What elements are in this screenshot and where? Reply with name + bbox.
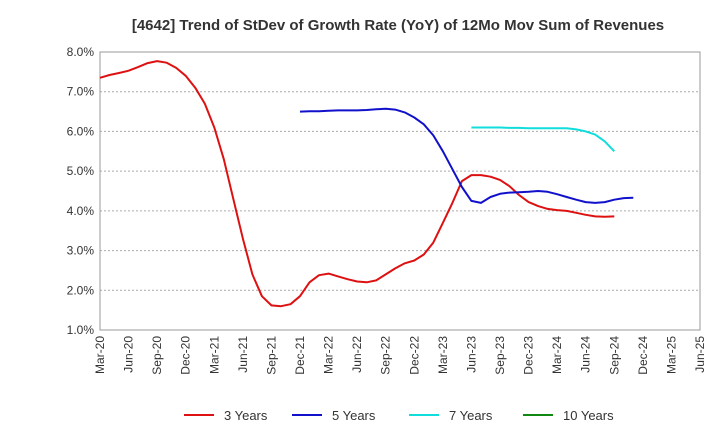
legend: 3 Years 5 Years 7 Years 10 Years [184, 408, 614, 423]
plot-area [99, 51, 701, 331]
legend-item-7-years: 7 Years [409, 408, 493, 423]
x-tick-label: Jun-21 [236, 336, 250, 373]
y-tick-label: 1.0% [67, 323, 95, 337]
x-tick-label: Dec-24 [636, 336, 650, 375]
series-line-5-years [299, 107, 634, 204]
series-line-7-years [471, 126, 616, 152]
x-tick-label: Sep-23 [493, 336, 507, 375]
legend-label: 7 Years [449, 408, 493, 423]
x-tick-label: Dec-21 [293, 336, 307, 375]
x-tick-label: Mar-25 [664, 336, 678, 374]
x-tick-label: Mar-23 [436, 336, 450, 374]
x-tick-label: Mar-22 [322, 336, 336, 374]
legend-label: 5 Years [332, 408, 376, 423]
x-tick-label: Mar-24 [550, 336, 564, 374]
chart-title: [4642] Trend of StDev of Growth Rate (Yo… [132, 17, 664, 34]
x-tick-label: Dec-20 [179, 336, 193, 375]
x-tick-label: Jun-24 [579, 336, 593, 373]
x-tick-label: Dec-22 [407, 336, 421, 375]
y-tick-label: 2.0% [67, 283, 95, 297]
legend-item-3-years: 3 Years [184, 408, 268, 423]
x-tick-label: Jun-22 [350, 336, 364, 373]
y-tick-label: 6.0% [67, 124, 95, 138]
series-line-3-years [99, 60, 615, 308]
y-axis: 1.0% 2.0% 3.0% 4.0% 5.0% 6.0% 7.0% 8.0% [67, 45, 95, 337]
x-tick-label: Mar-21 [207, 336, 221, 374]
y-tick-label: 4.0% [67, 204, 95, 218]
y-tick-label: 7.0% [67, 85, 95, 99]
grid-lines [100, 91, 700, 291]
x-tick-label: Sep-22 [379, 336, 393, 375]
series-lines [99, 60, 634, 308]
x-tick-label: Dec-23 [522, 336, 536, 375]
y-tick-label: 3.0% [67, 244, 95, 258]
x-tick-label: Sep-20 [150, 336, 164, 375]
legend-item-10-years: 10 Years [523, 408, 614, 423]
x-axis: Mar-20 Jun-20 Sep-20 Dec-20 Mar-21 Jun-21 Sep-… [93, 336, 707, 375]
legend-label: 3 Years [224, 408, 268, 423]
x-tick-label: Sep-21 [264, 336, 278, 375]
x-tick-label: Jun-20 [122, 336, 136, 373]
x-tick-label: Mar-20 [93, 336, 107, 374]
y-tick-label: 5.0% [67, 164, 95, 178]
x-tick-label: Jun-25 [693, 336, 707, 373]
legend-label: 10 Years [563, 408, 614, 423]
y-tick-label: 8.0% [67, 45, 95, 59]
x-tick-label: Jun-23 [464, 336, 478, 373]
legend-item-5-years: 5 Years [292, 408, 376, 423]
x-tick-label: Sep-24 [607, 336, 621, 375]
